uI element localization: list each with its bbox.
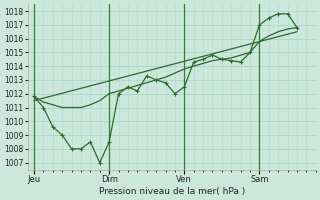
X-axis label: Pression niveau de la mer( hPa ): Pression niveau de la mer( hPa ): [99, 187, 245, 196]
